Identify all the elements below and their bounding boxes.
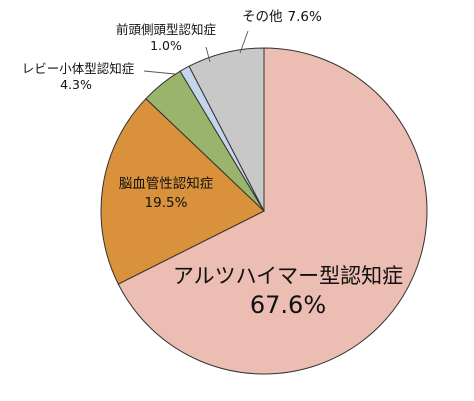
pie-slice-alzheimer xyxy=(117,47,428,375)
pie-slices xyxy=(100,47,428,375)
slice-value-other: 7.6% xyxy=(288,9,322,25)
slice-label-lewy: レビー小体型認知症 xyxy=(22,61,135,76)
slice-value-vascular: 19.5% xyxy=(145,195,188,211)
slice-value-alzheimer: 67.6% xyxy=(250,291,326,319)
slice-value-lewy: 4.3% xyxy=(60,77,92,92)
leader-line-dementia-ftd xyxy=(205,46,211,63)
slice-label-ftd: 前頭側頭型認知症 xyxy=(116,22,216,37)
slice-value-ftd: 1.0% xyxy=(150,38,182,53)
leader-lines xyxy=(143,30,249,75)
slice-label-vascular: 脳血管性認知症 xyxy=(119,175,214,192)
slice-label-other: その他 7.6% xyxy=(242,9,322,25)
pie-slice-vascular xyxy=(100,97,265,285)
leader-line-dementia-lewy xyxy=(143,70,176,75)
pie-slice-other xyxy=(188,47,265,212)
leader-line-other xyxy=(239,30,249,54)
slice-label-other-text: その他 xyxy=(242,9,283,25)
slice-label-alzheimer: アルツハイマー型認知症 xyxy=(173,264,403,288)
